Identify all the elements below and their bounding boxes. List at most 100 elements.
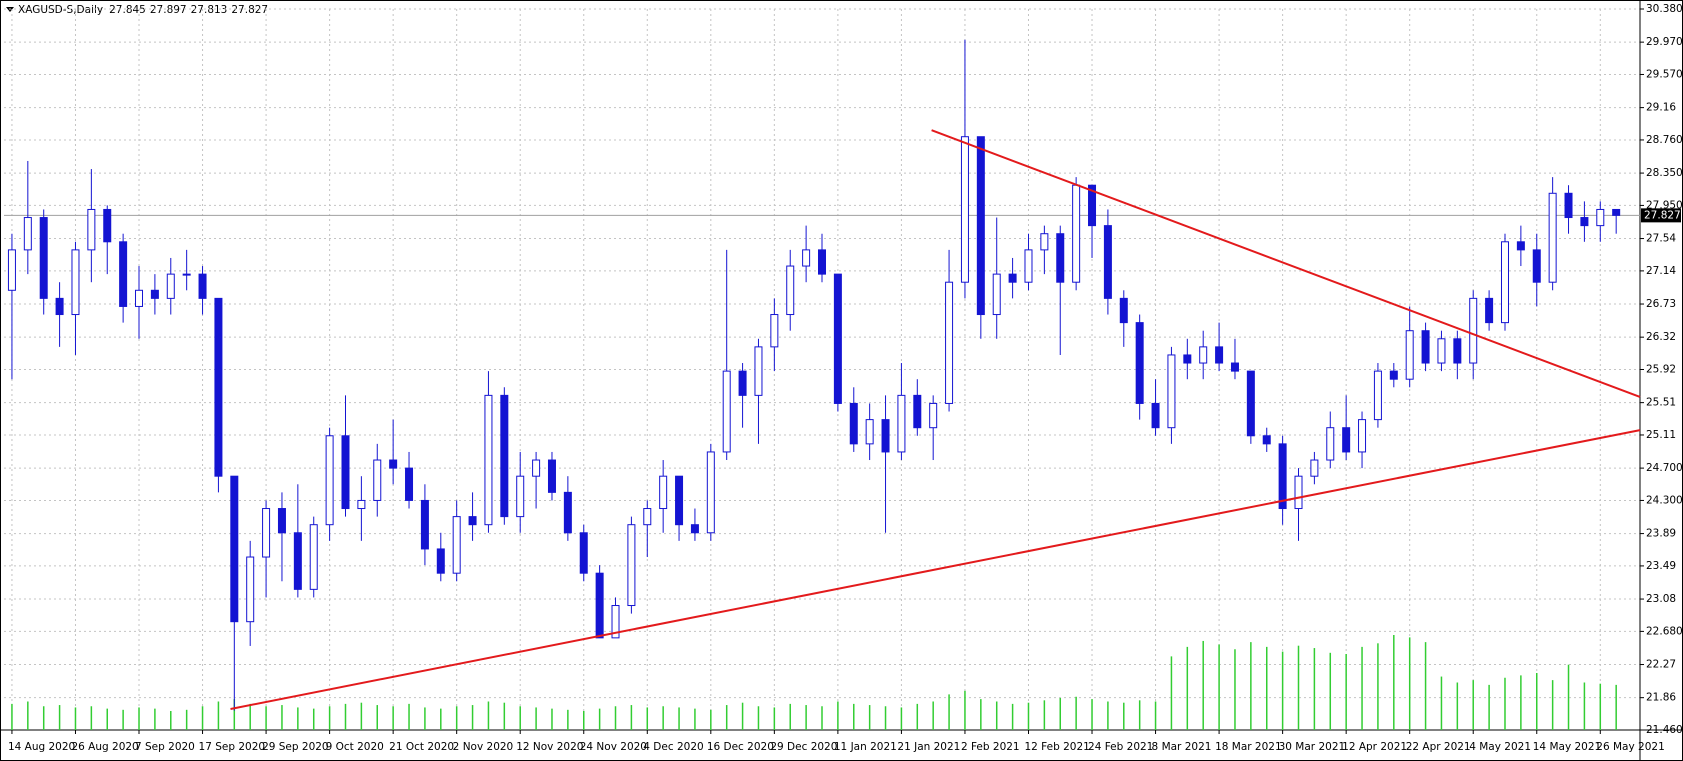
candle-body-up bbox=[309, 524, 318, 590]
x-tick-label: 22 Apr 2021 bbox=[1406, 741, 1471, 753]
candle-body-down bbox=[198, 273, 207, 299]
x-tick-label: 4 Dec 2020 bbox=[643, 741, 703, 753]
candle-body-down bbox=[675, 475, 684, 526]
candle-body-down bbox=[119, 241, 128, 307]
candle-body-up bbox=[1167, 354, 1176, 429]
last-price-label: 27.827 bbox=[1644, 209, 1681, 221]
x-tick-label: 14 Aug 2020 bbox=[8, 741, 75, 753]
x-tick-label: 16 Dec 2020 bbox=[707, 741, 774, 753]
x-tick-label: 24 Nov 2020 bbox=[580, 741, 647, 753]
candle-body-up bbox=[992, 273, 1001, 316]
y-tick-label: 28.350 bbox=[1646, 167, 1683, 179]
x-tick-label: 11 Jan 2021 bbox=[834, 741, 897, 753]
trendline bbox=[230, 429, 1641, 710]
candle-body-up bbox=[722, 370, 731, 453]
x-tick-label: 21 Jan 2021 bbox=[897, 741, 960, 753]
candle-body-down bbox=[1485, 297, 1494, 324]
candle-body-down bbox=[1278, 443, 1287, 510]
candle-body-up bbox=[611, 605, 620, 639]
candle-body-up bbox=[1326, 427, 1335, 461]
candle-body-down bbox=[818, 249, 826, 275]
candle-body-down bbox=[405, 467, 414, 501]
candle-body-down bbox=[103, 208, 112, 243]
candle-body-up bbox=[87, 208, 96, 251]
trendline bbox=[931, 129, 1641, 398]
x-tick-label: 2 Feb 2021 bbox=[961, 741, 1020, 753]
y-tick-label: 30.380 bbox=[1646, 3, 1683, 15]
candle-body-down bbox=[1056, 233, 1065, 283]
candle-body-up bbox=[706, 451, 715, 534]
candle-body-up bbox=[516, 475, 525, 518]
candle-body-down bbox=[579, 532, 588, 574]
x-tick-label: 17 Sep 2020 bbox=[199, 741, 266, 753]
candle-body-up bbox=[659, 475, 668, 510]
candle-body-down bbox=[1088, 184, 1097, 227]
candle-body-up bbox=[246, 556, 255, 623]
candle-body-up bbox=[182, 273, 191, 276]
candle-body-up bbox=[1294, 475, 1303, 510]
candle-body-up bbox=[897, 394, 906, 453]
candle-body-up bbox=[1373, 370, 1382, 421]
candle-body-down bbox=[976, 136, 985, 316]
candle-body-down bbox=[436, 548, 445, 574]
x-tick-label: 9 Oct 2020 bbox=[326, 741, 384, 753]
y-tick-label: 27.54 bbox=[1646, 233, 1676, 245]
candle-body-up bbox=[1072, 184, 1081, 283]
candle-body-up bbox=[484, 394, 493, 526]
y-tick-label: 27.14 bbox=[1646, 265, 1676, 277]
candle-body-up bbox=[23, 217, 32, 251]
candle-body-down bbox=[230, 475, 239, 623]
y-tick-label: 23.08 bbox=[1646, 593, 1676, 605]
header-value: 27.813 bbox=[191, 4, 228, 16]
y-tick-label: 23.49 bbox=[1646, 560, 1676, 572]
candle-body-down bbox=[595, 572, 604, 639]
candle-body-up bbox=[945, 281, 954, 404]
x-tick-label: 12 Nov 2020 bbox=[516, 741, 583, 753]
candle-body-down bbox=[913, 394, 922, 429]
candle-body-down bbox=[1151, 402, 1160, 429]
x-tick-label: 26 May 2021 bbox=[1596, 741, 1664, 753]
candle-body-up bbox=[1596, 208, 1605, 227]
candle-body-down bbox=[55, 297, 64, 316]
candle-body-up bbox=[627, 524, 636, 607]
candle-body-up bbox=[802, 249, 811, 267]
candle-body-down bbox=[420, 499, 429, 550]
candle-body-down bbox=[833, 273, 842, 404]
x-tick-label: 2 Nov 2020 bbox=[453, 741, 514, 753]
y-tick-label: 26.73 bbox=[1646, 298, 1676, 310]
x-tick-label: 29 Sep 2020 bbox=[262, 741, 329, 753]
candle-body-down bbox=[1008, 273, 1017, 283]
x-tick-label: 4 May 2021 bbox=[1469, 741, 1531, 753]
candle-body-up bbox=[754, 346, 763, 396]
candle-body-down bbox=[1246, 370, 1255, 437]
x-tick-label: 29 Dec 2020 bbox=[770, 741, 837, 753]
x-tick-label: 21 Oct 2020 bbox=[389, 741, 454, 753]
candle-body-down bbox=[1135, 322, 1144, 404]
candle-body-down bbox=[1612, 208, 1621, 216]
candle-body-up bbox=[325, 435, 334, 526]
candle-body-down bbox=[150, 289, 159, 299]
candle-body-up bbox=[1405, 330, 1414, 380]
candle-body-down bbox=[563, 491, 572, 534]
candle-body-down bbox=[1103, 225, 1112, 299]
x-tick-label: 18 Mar 2021 bbox=[1215, 741, 1282, 753]
y-tick-label: 29.570 bbox=[1646, 68, 1683, 80]
y-tick-label: 23.89 bbox=[1646, 528, 1676, 540]
y-tick-label: 24.700 bbox=[1646, 462, 1683, 474]
candle-body-down bbox=[881, 419, 890, 453]
candle-body-up bbox=[1199, 346, 1208, 364]
candle-body-down bbox=[1215, 346, 1224, 364]
y-tick-label: 24.300 bbox=[1646, 494, 1683, 506]
candle-body-up bbox=[1358, 419, 1367, 453]
candle-body-up bbox=[1548, 192, 1557, 283]
y-tick-label: 25.51 bbox=[1646, 397, 1676, 409]
candle-body-down bbox=[1230, 362, 1239, 372]
candle-body-up bbox=[1437, 338, 1446, 364]
candle-body-up bbox=[929, 402, 938, 429]
x-tick-label: 24 Feb 2021 bbox=[1088, 741, 1153, 753]
candle-body-down bbox=[293, 532, 302, 590]
candle-body-down bbox=[1342, 427, 1351, 453]
x-tick-label: 14 May 2021 bbox=[1533, 741, 1601, 753]
